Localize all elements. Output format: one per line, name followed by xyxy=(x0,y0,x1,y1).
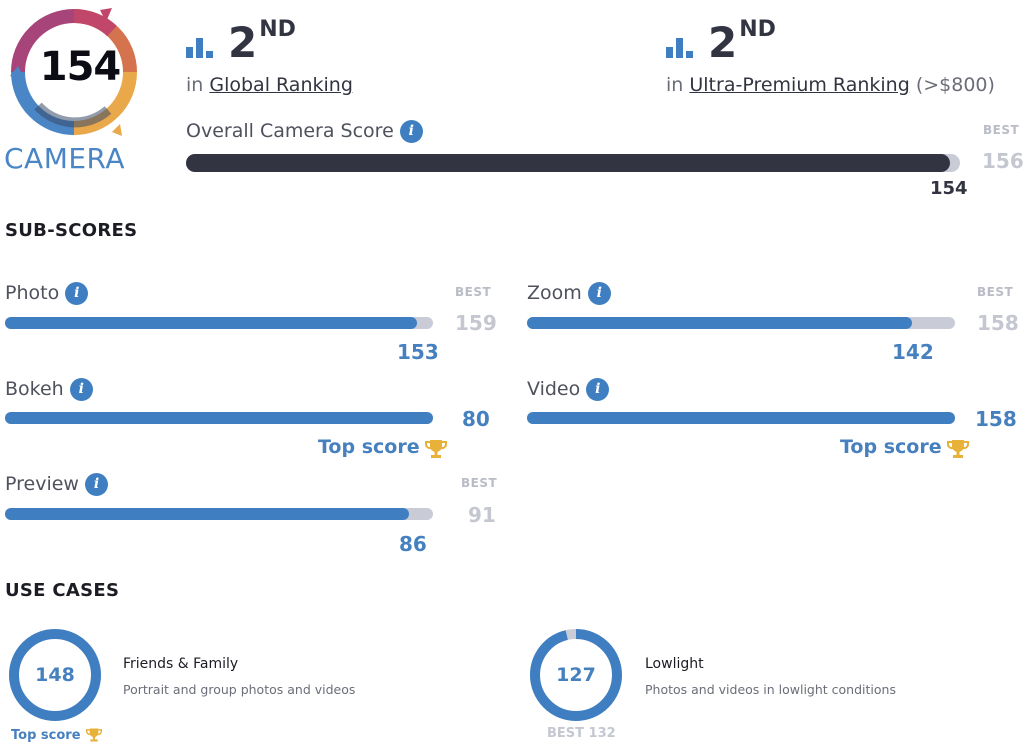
photo-score-fill xyxy=(5,317,417,329)
friends-family-desc: Portrait and group photos and videos xyxy=(123,682,356,697)
subscores-title: SUB-SCORES xyxy=(5,220,138,241)
zoom-label: Zoom i xyxy=(527,282,611,305)
global-rank: 2ND xyxy=(228,17,296,67)
preview-score-bar xyxy=(5,508,433,520)
bokeh-score-bar xyxy=(5,412,433,424)
overall-score-label: Overall Camera Score i xyxy=(186,120,423,143)
best-label: BEST xyxy=(977,285,1014,299)
best-label: BEST xyxy=(455,285,492,299)
lowlight-desc: Photos and videos in lowlight conditions xyxy=(645,682,896,697)
lowlight-ring-fill xyxy=(530,629,622,721)
video-top-score: Top score xyxy=(840,436,969,460)
photo-score-value: 153 xyxy=(397,340,439,364)
trophy-icon xyxy=(946,439,969,458)
bokeh-score-fill xyxy=(5,412,433,424)
premium-rank-caption: in Ultra-Premium Ranking (>$800) xyxy=(666,74,995,96)
zoom-score-fill xyxy=(527,317,912,329)
preview-score-fill xyxy=(5,508,410,520)
lowlight-best: BEST 132 xyxy=(547,726,616,741)
lowlight-score: 127 xyxy=(556,664,596,686)
bokeh-top-score: Top score xyxy=(318,436,447,460)
overall-best-value: 156 xyxy=(982,149,1023,173)
info-icon[interactable]: i xyxy=(65,282,89,305)
usecases-title: USE CASES xyxy=(5,580,120,601)
photo-best-value: 159 xyxy=(455,311,497,335)
overall-score-fill xyxy=(186,154,950,172)
photo-label: Photo i xyxy=(5,282,89,305)
video-score-value: 158 xyxy=(975,407,1017,431)
preview-score-value: 86 xyxy=(399,532,427,556)
preview-label: Preview i xyxy=(5,473,109,496)
overall-score-value: 154 xyxy=(930,178,968,199)
friends-family-top-score: Top score xyxy=(11,724,102,743)
lowlight-ring xyxy=(530,629,622,721)
zoom-score-value: 142 xyxy=(892,340,934,364)
bokeh-score-value: 80 xyxy=(462,407,490,431)
badge-label: CAMERA xyxy=(4,142,126,175)
zoom-score-bar xyxy=(527,317,955,329)
overall-score-bar xyxy=(186,154,960,172)
info-icon[interactable]: i xyxy=(399,120,423,143)
zoom-best-value: 158 xyxy=(977,311,1019,335)
trophy-icon xyxy=(85,727,102,742)
lowlight-title: Lowlight xyxy=(645,656,704,672)
info-icon[interactable]: i xyxy=(587,282,611,305)
global-ranking-link[interactable]: Global Ranking xyxy=(209,74,353,96)
premium-ranking-link[interactable]: Ultra-Premium Ranking xyxy=(689,74,910,96)
badge-score: 154 xyxy=(39,44,122,90)
friends-family-title: Friends & Family xyxy=(123,656,239,672)
ranking-bars-icon xyxy=(186,38,213,58)
info-icon[interactable]: i xyxy=(69,378,93,401)
ranking-bars-icon xyxy=(666,38,693,58)
video-score-bar xyxy=(527,412,955,424)
friends-family-score: 148 xyxy=(35,664,75,686)
friends-family-ring-fill xyxy=(9,629,101,721)
info-icon[interactable]: i xyxy=(85,473,109,496)
video-score-fill xyxy=(527,412,955,424)
video-label: Video i xyxy=(527,378,610,401)
bokeh-label: Bokeh i xyxy=(5,378,93,401)
preview-best-value: 91 xyxy=(468,503,496,527)
best-label: BEST xyxy=(983,123,1020,137)
info-icon[interactable]: i xyxy=(586,378,610,401)
global-rank-caption: in Global Ranking xyxy=(186,74,353,96)
friends-family-ring xyxy=(9,629,101,721)
trophy-icon xyxy=(424,439,447,458)
best-label: BEST xyxy=(461,476,498,490)
camera-badge-logo xyxy=(10,8,137,136)
premium-rank: 2ND xyxy=(708,17,776,67)
photo-score-bar xyxy=(5,317,433,329)
